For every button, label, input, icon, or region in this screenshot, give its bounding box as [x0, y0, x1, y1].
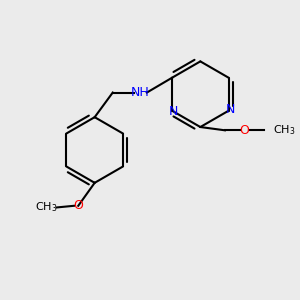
Text: CH$_3$: CH$_3$ — [272, 123, 295, 137]
Text: NH: NH — [130, 86, 149, 99]
Text: CH$_3$: CH$_3$ — [35, 200, 57, 214]
Text: O: O — [240, 124, 250, 137]
Text: O: O — [73, 199, 83, 212]
Text: N: N — [169, 105, 178, 119]
Text: N: N — [225, 103, 235, 116]
